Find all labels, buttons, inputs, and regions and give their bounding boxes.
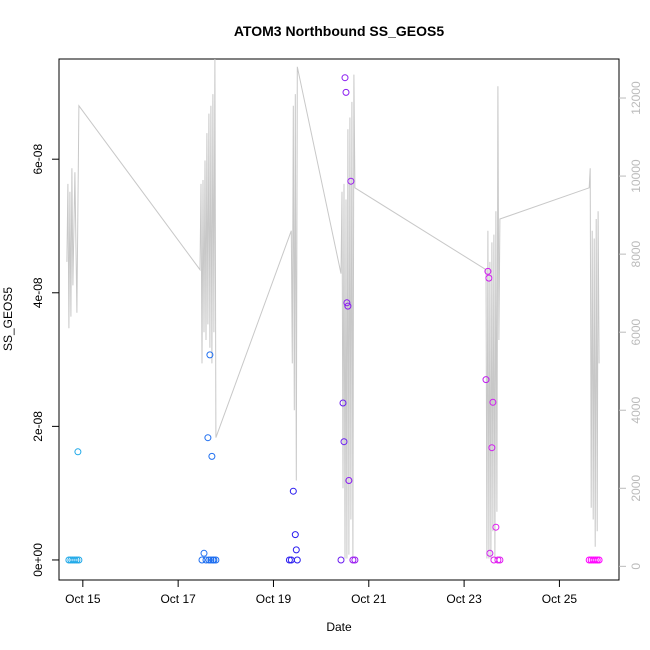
- data-point: [492, 523, 500, 531]
- plot-frame: [58, 58, 620, 581]
- y-tick-label: 0e+00: [31, 543, 45, 577]
- y2-tick-label: 10000: [629, 159, 643, 193]
- data-point: [289, 487, 297, 495]
- data-point: [337, 556, 345, 564]
- y2-tick-label: 8000: [629, 240, 643, 267]
- chart-title: ATOM3 Northbound SS_GEOS5: [234, 23, 444, 39]
- data-point: [204, 434, 212, 442]
- y2-tick-label: 4000: [629, 397, 643, 424]
- axes-layer: Oct 15 Oct 17 Oct 19 Oct 21 Oct 23 Oct 25 0e+0…: [31, 81, 643, 606]
- x-tick-label: Oct 19: [256, 592, 292, 606]
- data-point: [340, 438, 348, 446]
- x-tick-label: Oct 25: [542, 592, 578, 606]
- data-point: [494, 556, 502, 564]
- data-point: [210, 556, 218, 564]
- secondary-line-layer: [66, 58, 600, 559]
- data-point: [285, 556, 293, 564]
- data-point: [292, 546, 300, 554]
- data-point: [291, 531, 299, 539]
- data-point: [488, 444, 496, 452]
- y2-tick-label: 6000: [629, 319, 643, 346]
- data-point: [349, 556, 357, 564]
- data-point: [342, 88, 350, 96]
- data-point: [482, 376, 490, 384]
- data-point: [200, 549, 208, 557]
- data-point: [486, 549, 494, 557]
- data-point: [593, 556, 601, 564]
- data-point: [351, 556, 359, 564]
- y-axis-label: SS_GEOS5: [1, 287, 15, 351]
- points-layer: [65, 74, 603, 564]
- data-point: [202, 556, 210, 564]
- data-point: [339, 399, 347, 407]
- data-point: [205, 556, 213, 564]
- y-tick-label: 2e-08: [31, 411, 45, 442]
- data-point: [206, 351, 214, 359]
- data-point: [212, 556, 220, 564]
- data-point: [73, 556, 81, 564]
- data-point: [595, 556, 603, 564]
- x-tick-label: Oct 23: [446, 592, 482, 606]
- data-point: [344, 302, 352, 310]
- data-point: [341, 74, 349, 82]
- data-point: [485, 274, 493, 282]
- data-point: [345, 477, 353, 484]
- data-point: [591, 556, 599, 564]
- data-point: [496, 556, 504, 564]
- data-point: [293, 556, 301, 564]
- secondary-series-line: [66, 58, 600, 559]
- data-point: [75, 556, 83, 564]
- y-tick-label: 6e-08: [31, 144, 45, 175]
- data-point: [489, 398, 497, 406]
- data-point: [208, 452, 216, 460]
- y-tick-label: 4e-08: [31, 277, 45, 308]
- data-point: [198, 556, 206, 564]
- data-point: [343, 299, 351, 307]
- data-point: [207, 556, 215, 564]
- y2-tick-label: 12000: [629, 81, 643, 115]
- x-tick-label: Oct 21: [351, 592, 387, 606]
- x-tick-label: Oct 17: [160, 592, 196, 606]
- y2-tick-label: 2000: [629, 475, 643, 502]
- data-point: [74, 448, 82, 456]
- data-point: [347, 177, 355, 185]
- data-point: [484, 267, 492, 275]
- y2-tick-label: 0: [629, 563, 643, 570]
- x-tick-label: Oct 15: [65, 592, 101, 606]
- data-point: [71, 556, 79, 564]
- x-axis-label: Date: [326, 620, 352, 634]
